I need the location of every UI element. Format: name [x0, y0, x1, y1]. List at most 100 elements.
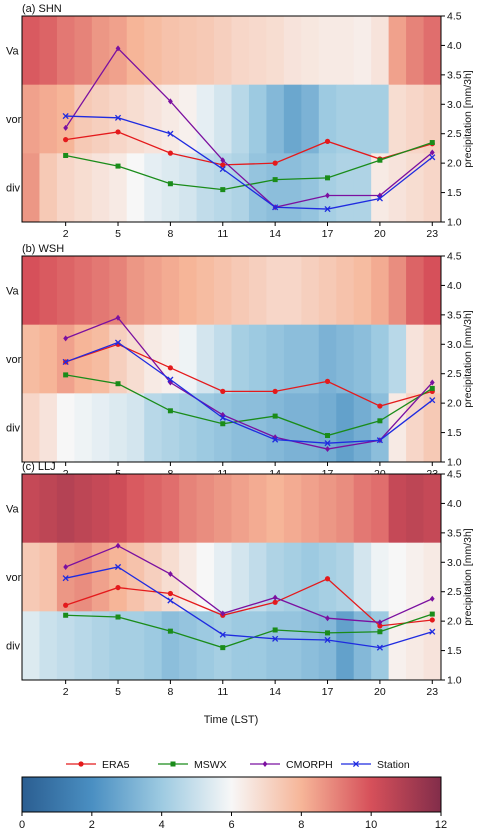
- legend-label: MSWX: [194, 759, 227, 771]
- heatmap-cell: [196, 16, 215, 86]
- data-point: [324, 378, 331, 384]
- heatmap-cell: [336, 393, 355, 463]
- heatmap-cell: [336, 16, 355, 86]
- heatmap-cell: [74, 474, 93, 544]
- heatmap-cell: [371, 474, 390, 544]
- data-point: [272, 204, 279, 211]
- heatmap-cell: [56, 611, 75, 681]
- heatmap-cell: [283, 153, 302, 223]
- heatmap-cell: [39, 256, 58, 326]
- heatmap-cell: [283, 84, 302, 154]
- data-point: [429, 154, 436, 161]
- x-tick-label: 20: [374, 228, 386, 240]
- data-point: [115, 314, 121, 321]
- heatmap-cell: [371, 256, 390, 326]
- heatmap-cell: [283, 474, 302, 544]
- heatmap-cell: [196, 474, 215, 544]
- heatmap-cell: [318, 256, 337, 326]
- heatmap-cell: [423, 256, 442, 326]
- heatmap-cell: [353, 611, 372, 681]
- heatmap-cell: [109, 153, 128, 223]
- heatmap-cell: [371, 542, 390, 612]
- data-point: [377, 629, 383, 635]
- heatmap-cell: [91, 153, 110, 223]
- heatmap-cell: [196, 393, 215, 463]
- heatmap-cell: [388, 393, 407, 463]
- heatmap-cell: [301, 474, 320, 544]
- heatmap-cell: [406, 84, 424, 154]
- heatmap-cell: [371, 611, 390, 681]
- heatmap-cell: [22, 84, 40, 154]
- heatmap-cell: [22, 611, 40, 681]
- heatmap-cell: [266, 153, 285, 223]
- heatmap-cell: [109, 611, 128, 681]
- heatmap-cell: [406, 474, 424, 544]
- data-point: [219, 631, 226, 638]
- heatmap-cell: [214, 393, 232, 463]
- row-label: vor: [6, 354, 22, 366]
- heatmap-cell: [318, 84, 337, 154]
- series-line: [65, 545, 433, 623]
- heatmap-cell: [423, 84, 442, 154]
- heatmap-cell: [423, 542, 442, 612]
- heatmap-cell: [353, 16, 372, 86]
- data-point: [78, 761, 84, 767]
- legend-item: CMORPH: [250, 759, 333, 771]
- heatmap-cell: [423, 324, 442, 394]
- heatmap-cell: [91, 84, 110, 154]
- heatmap-cell: [336, 153, 355, 223]
- heatmap-cell: [301, 84, 320, 154]
- data-point: [63, 335, 69, 342]
- heatmap-cell: [214, 84, 232, 154]
- plot-frame: [21, 255, 442, 463]
- legend-label: Station: [377, 759, 410, 771]
- data-point: [429, 140, 435, 146]
- x-tick-label: 2: [63, 686, 69, 698]
- heatmap-cell: [266, 474, 285, 544]
- heatmap-cell: [231, 16, 250, 86]
- heatmap-cell: [91, 393, 110, 463]
- y-axis-label: precipitation [mm/3h]: [462, 528, 474, 626]
- data-point: [115, 381, 121, 387]
- data-point: [429, 628, 436, 635]
- data-point: [167, 98, 173, 105]
- heatmap-cell: [266, 393, 285, 463]
- heatmap-cell: [231, 153, 250, 223]
- heatmap-cell: [301, 153, 320, 223]
- heatmap-cell: [91, 256, 110, 326]
- series-line: [65, 613, 433, 649]
- data-point: [63, 612, 69, 618]
- x-tick-label: 11: [217, 228, 228, 240]
- heatmap-cell: [161, 542, 180, 612]
- heatmap-cell: [336, 324, 355, 394]
- data-point: [376, 437, 383, 444]
- series-station: [62, 563, 436, 651]
- heatmap-cell: [318, 611, 337, 681]
- y-tick-label: 3.5: [447, 309, 462, 321]
- heatmap-cell: [144, 611, 163, 681]
- row-label: Va: [6, 45, 20, 57]
- heatmap-cell: [126, 542, 145, 612]
- heatmap-cell: [353, 393, 372, 463]
- heatmap-cell: [144, 542, 163, 612]
- legend-item: ERA5: [66, 759, 130, 771]
- data-point: [324, 138, 331, 144]
- data-point: [63, 372, 69, 378]
- heatmap-cell: [144, 474, 163, 544]
- heatmap-cell: [336, 474, 355, 544]
- data-point: [114, 114, 122, 121]
- data-point: [167, 150, 173, 156]
- data-point: [219, 165, 226, 173]
- y-axis-label: precipitation [mm/3h]: [462, 70, 474, 168]
- colorbar-tick-label: 0: [19, 819, 25, 830]
- heatmap-cell: [266, 611, 285, 681]
- data-point: [325, 192, 330, 199]
- heatmap-cell: [388, 474, 407, 544]
- heatmap-cell: [301, 256, 320, 326]
- heatmap-cell: [144, 84, 163, 154]
- heatmap-cell: [161, 256, 180, 326]
- heatmap-cell: [353, 474, 372, 544]
- heatmap-cell: [39, 84, 58, 154]
- x-tick-label: 14: [269, 686, 281, 698]
- heatmap-cell: [371, 324, 390, 394]
